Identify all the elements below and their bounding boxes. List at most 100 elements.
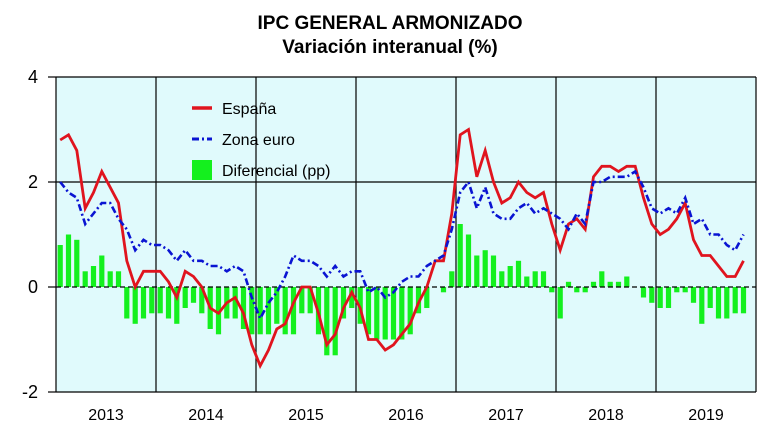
bar-diferencial bbox=[699, 287, 705, 324]
bar-diferencial bbox=[90, 266, 97, 287]
bar-diferencial bbox=[265, 287, 272, 335]
bar-diferencial bbox=[724, 287, 730, 319]
bar-diferencial bbox=[549, 287, 555, 293]
bar-diferencial bbox=[482, 250, 488, 287]
legend-swatch-diferencial bbox=[192, 160, 212, 180]
bar-diferencial bbox=[707, 287, 713, 308]
x-tick-label: 2018 bbox=[588, 407, 624, 424]
bar-diferencial bbox=[74, 239, 80, 287]
bar-diferencial bbox=[465, 234, 472, 287]
bar-diferencial bbox=[240, 287, 247, 329]
line-espana bbox=[59, 127, 745, 370]
y-tick-label: -2 bbox=[22, 382, 38, 402]
bar-diferencial bbox=[507, 266, 513, 287]
bar-diferencial bbox=[232, 287, 238, 319]
bar-diferencial bbox=[274, 287, 280, 324]
bar-diferencial bbox=[174, 287, 180, 324]
bar-diferencial bbox=[249, 287, 255, 335]
bar-diferencial bbox=[299, 287, 305, 314]
legend-label: España bbox=[222, 101, 276, 118]
bar-diferencial bbox=[490, 255, 497, 287]
bar-diferencial bbox=[732, 287, 738, 314]
bar-diferencial bbox=[149, 287, 155, 314]
bar-diferencial bbox=[374, 287, 380, 340]
bar-diferencial bbox=[740, 287, 747, 314]
bar-diferencial bbox=[157, 287, 163, 314]
bar-diferencial bbox=[124, 287, 130, 319]
bar-diferencial bbox=[499, 271, 505, 288]
bar-diferencial bbox=[340, 287, 347, 319]
line-series bbox=[59, 127, 745, 370]
bar-diferencial bbox=[565, 281, 572, 288]
bar-diferencial bbox=[615, 281, 622, 288]
x-tick-label: 2019 bbox=[688, 407, 724, 424]
x-tick-label: 2014 bbox=[188, 407, 224, 424]
x-axis: 2013 2014 2015 2016 2017 2018 2019 bbox=[88, 407, 724, 424]
bar-diferencial bbox=[682, 287, 688, 293]
bar-diferencial bbox=[165, 287, 172, 319]
bar-diferencial bbox=[399, 287, 405, 340]
bar-diferencial bbox=[115, 271, 122, 288]
bar-diferencial bbox=[382, 287, 388, 340]
bar-diferencial bbox=[132, 287, 138, 324]
bar-diferencial bbox=[715, 287, 722, 319]
bar-diferencial bbox=[307, 287, 313, 314]
bar-diferencial bbox=[190, 287, 197, 303]
bar-diferencial bbox=[674, 287, 680, 293]
bar-diferencial bbox=[440, 287, 447, 293]
bar-diferencial bbox=[199, 287, 205, 314]
y-tick-label: 2 bbox=[28, 172, 38, 192]
bar-diferencial bbox=[82, 271, 88, 288]
bar-diferencial bbox=[590, 281, 597, 288]
bar-diferencial bbox=[524, 276, 530, 287]
bar-diferencial bbox=[582, 287, 588, 293]
bar-diferencial bbox=[457, 224, 463, 287]
chart-subtitle: Variación interanual (%) bbox=[282, 37, 498, 58]
bar-diferencial bbox=[332, 287, 338, 356]
legend-label: Diferencial (pp) bbox=[222, 163, 330, 180]
bar-diferencial bbox=[665, 287, 672, 308]
bar-diferencial bbox=[640, 287, 647, 298]
x-tick-label: 2016 bbox=[388, 407, 424, 424]
bar-diferencial bbox=[574, 287, 580, 293]
bar-diferencial bbox=[349, 287, 355, 308]
bar-diferencial bbox=[107, 271, 113, 288]
bar-diferencial bbox=[57, 245, 63, 287]
legend: España Zona euro Diferencial (pp) bbox=[192, 101, 330, 180]
bar-diferencial bbox=[599, 271, 605, 288]
y-tick-label: 0 bbox=[28, 277, 38, 297]
bar-diferencial bbox=[140, 287, 147, 319]
plot-area bbox=[56, 77, 756, 392]
bar-diferencial bbox=[624, 276, 630, 287]
bar-diferencial bbox=[474, 255, 480, 287]
bar-diferencial bbox=[365, 287, 372, 335]
bar-diferencial bbox=[390, 287, 397, 340]
bar-diferencial bbox=[515, 260, 522, 288]
x-tick-label: 2017 bbox=[488, 407, 524, 424]
bar-diferencial bbox=[449, 271, 455, 288]
bar-diferencial bbox=[282, 287, 288, 335]
bar-diferencial bbox=[290, 287, 297, 335]
bar-diferencial bbox=[649, 287, 655, 303]
bar-diferencial bbox=[407, 287, 413, 335]
bar-diferencial bbox=[690, 287, 697, 303]
bar-diferencial bbox=[182, 287, 188, 308]
bar-diferencial bbox=[99, 255, 105, 287]
bar-diferencial bbox=[557, 287, 563, 319]
bar-diferencial bbox=[532, 271, 538, 288]
chart-title: IPC GENERAL ARMONIZADO bbox=[257, 13, 523, 34]
legend-label: Zona euro bbox=[222, 132, 295, 149]
x-tick-label: 2015 bbox=[288, 407, 324, 424]
y-axis: -2 0 2 4 bbox=[22, 67, 56, 402]
bar-diferencial bbox=[65, 234, 72, 287]
x-tick-label: 2013 bbox=[88, 407, 124, 424]
bar-diferencial bbox=[607, 281, 613, 288]
bar-diferencial bbox=[257, 287, 263, 335]
bar-diferencial bbox=[657, 287, 663, 308]
bar-diferencial bbox=[215, 287, 222, 335]
bar-diferencial bbox=[424, 287, 430, 308]
bar-diferencial bbox=[540, 271, 547, 288]
y-tick-label: 4 bbox=[28, 67, 38, 87]
bar-diferencial bbox=[324, 287, 330, 356]
